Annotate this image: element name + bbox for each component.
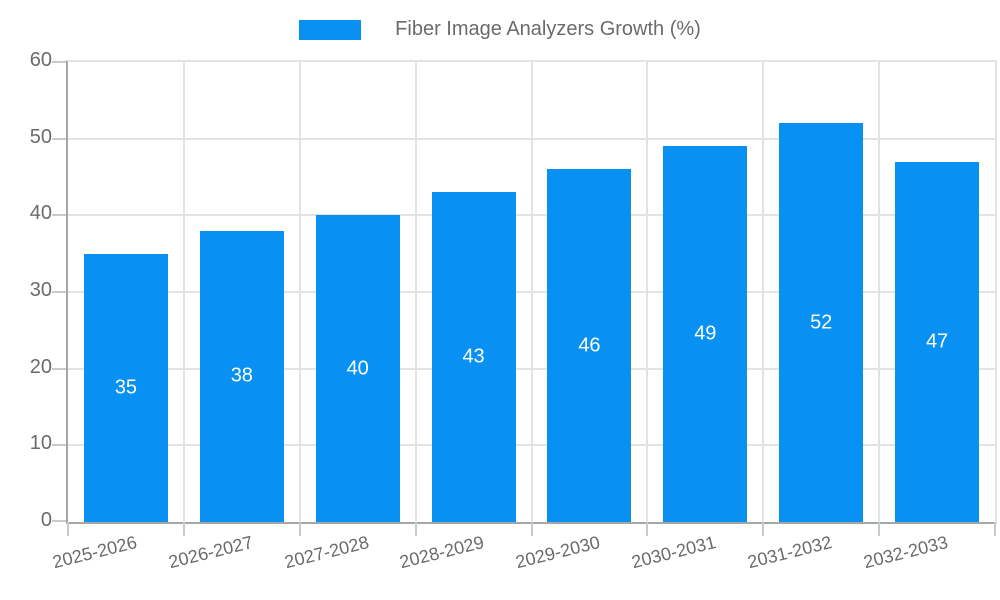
x-axis-tick-label: 2029-2030 (513, 532, 603, 573)
x-axis-tick-label: 2025-2026 (50, 532, 139, 573)
y-axis-tick (52, 291, 66, 293)
bar-2030-2031[interactable]: 49 (663, 146, 748, 522)
bar-2028-2029[interactable]: 43 (431, 192, 516, 522)
bar-value-label: 38 (230, 364, 253, 387)
y-axis-tick (52, 520, 66, 522)
y-axis-tick-label: 0 (40, 509, 52, 531)
y-axis-tick-label: 40 (29, 202, 52, 225)
y-axis-tick (52, 367, 66, 370)
bar-2032-2033[interactable]: 47 (895, 161, 980, 522)
bar-value-label: 52 (810, 311, 833, 334)
legend[interactable]: Fiber Image Analyzers Growth (%) (0, 18, 1000, 41)
x-axis-tick-label: 2026-2027 (166, 532, 255, 573)
y-axis-tick-label: 50 (29, 125, 52, 148)
x-axis-tick (994, 522, 996, 536)
bar-value-label: 35 (114, 376, 138, 399)
x-axis-tick (646, 522, 649, 536)
gridline-vertical (298, 62, 301, 522)
plot-area: 35 38 40 43 46 49 52 47 (52, 60, 997, 536)
x-axis-tick-label: 2032-2033 (861, 532, 950, 573)
gridline-vertical (646, 62, 649, 522)
gridline-vertical (878, 62, 881, 522)
bar-value-label: 49 (694, 322, 717, 345)
x-axis-tick (878, 522, 881, 536)
bar-2029-2030[interactable]: 46 (547, 169, 632, 522)
x-axis-tick (182, 522, 185, 536)
y-axis-tick (52, 444, 66, 447)
y-axis-tick-label: 20 (29, 355, 52, 378)
gridline-vertical (182, 62, 185, 522)
y-axis-tick (52, 214, 66, 217)
x-axis-tick-label: 2028-2029 (398, 532, 487, 573)
bar-2026-2027[interactable]: 38 (199, 230, 284, 522)
bar-value-label: 43 (462, 345, 485, 368)
y-axis-tick-label: 30 (29, 279, 52, 301)
x-axis-tick (414, 522, 417, 536)
x-axis-tick (530, 522, 533, 536)
x-axis-tick-label: 2027-2028 (282, 532, 371, 573)
y-axis-tick-label: 60 (29, 49, 52, 71)
y-axis-tick-label: 10 (29, 432, 52, 455)
legend-swatch-icon (299, 19, 362, 40)
y-axis-tick (52, 137, 66, 140)
x-axis-tick-label: 2031-2032 (745, 532, 835, 573)
x-axis-tick (67, 522, 69, 536)
x-axis-tick-label: 2030-2031 (629, 532, 719, 573)
bar-value-label: 47 (925, 330, 949, 353)
bar-value-label: 46 (578, 334, 601, 357)
gridline-vertical (762, 62, 765, 522)
bar-value-label: 40 (346, 357, 369, 380)
gridline-vertical (414, 62, 417, 522)
legend-label: Fiber Image Analyzers Growth (%) (395, 18, 701, 40)
bar-2027-2028[interactable]: 40 (315, 215, 400, 522)
x-axis-tick (298, 522, 301, 536)
x-axis-tick (762, 522, 765, 536)
bar-2025-2026[interactable]: 35 (83, 253, 168, 522)
bar-2031-2032[interactable]: 52 (779, 123, 864, 522)
gridline-vertical (530, 62, 533, 522)
y-axis-tick (52, 61, 66, 63)
